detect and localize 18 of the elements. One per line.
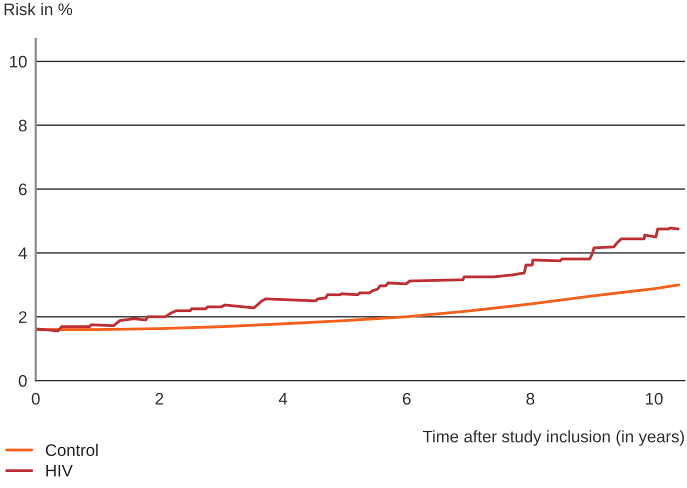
x-axis-title: Time after study inclusion (in years) [422,430,684,446]
y-tick-label: 6 [18,183,27,196]
x-tick-label: 8 [526,392,534,405]
x-tick-label: 4 [278,393,288,405]
y-tick-label: 2 [18,311,27,323]
y-tick-label: 0 [18,375,27,387]
y-tick-label: 8 [18,120,27,132]
x-tick-label: 0 [32,392,40,405]
y-tick-label: 4 [18,248,27,259]
x-tick-label: 10 [646,392,663,405]
line-series [36,283,680,331]
y-tick-label: 10 [10,56,27,68]
line-series [36,226,680,332]
legend-label: HIV [46,464,73,476]
x-tick-label: 2 [156,392,164,405]
x-tick-label: 6 [402,392,411,405]
legend-label: Control [46,444,98,456]
y-axis-title: Risk in % [4,3,72,16]
